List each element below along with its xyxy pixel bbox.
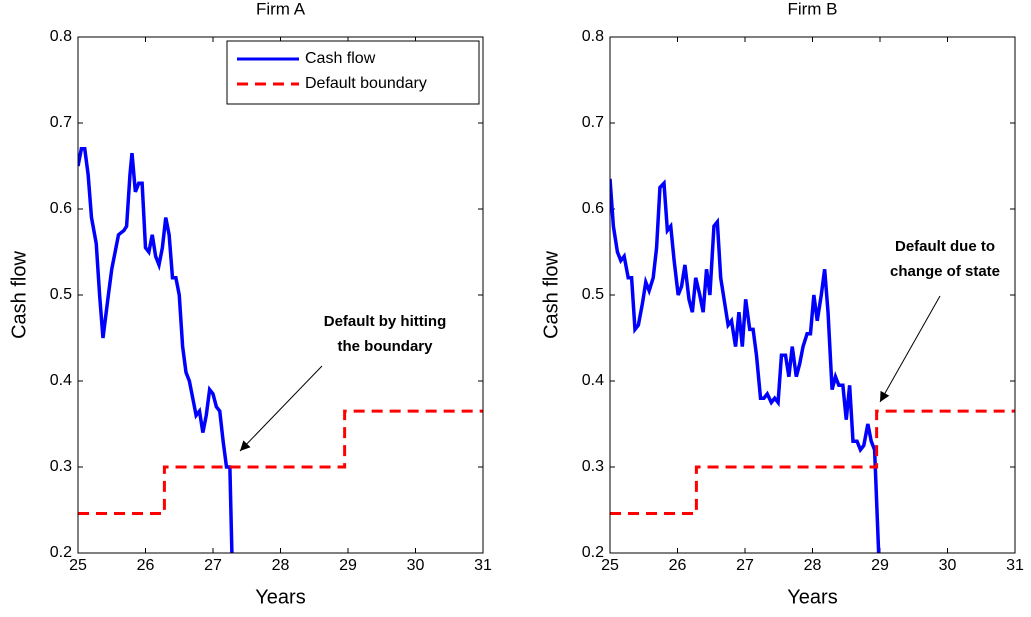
x-tick-label: 26 [137, 557, 155, 574]
x-tick-label: 31 [1006, 557, 1024, 574]
y-axis-label: Cash flow [8, 251, 30, 339]
x-tick-label: 25 [601, 557, 619, 574]
x-tick-label: 30 [407, 557, 425, 574]
y-tick-label: 0.4 [582, 372, 604, 389]
x-tick-label: 31 [474, 557, 492, 574]
annotation: the boundary [337, 338, 433, 355]
series-line [78, 147, 234, 553]
x-axis-label: Years [787, 586, 837, 608]
y-tick-label: 0.6 [50, 200, 72, 217]
x-tick-label: 25 [69, 557, 87, 574]
y-tick-label: 0.5 [582, 286, 604, 303]
x-tick-label: 28 [804, 557, 822, 574]
x-tick-label: 29 [871, 557, 889, 574]
annotation: Default by hitting [324, 313, 447, 330]
x-tick-label: 28 [272, 557, 290, 574]
y-tick-label: 0.4 [50, 372, 72, 389]
axes-frame [77, 36, 484, 554]
legend-box [226, 40, 480, 105]
x-tick-label: 26 [669, 557, 687, 574]
y-tick-label: 0.2 [582, 544, 604, 561]
chart-title: Firm A [256, 0, 306, 18]
y-tick-label: 0.8 [50, 28, 72, 45]
y-axis-label: Cash flow [540, 251, 562, 339]
y-tick-label: 0.7 [50, 114, 72, 131]
y-tick-label: 0.8 [582, 28, 604, 45]
chart-title: Firm B [787, 0, 837, 18]
x-tick-label: 30 [939, 557, 957, 574]
y-tick-label: 0.6 [582, 200, 604, 217]
x-axis-label: Years [255, 586, 305, 608]
y-tick-label: 0.3 [582, 458, 604, 475]
annotation: Default due to [895, 238, 995, 255]
y-tick-label: 0.5 [50, 286, 72, 303]
series-line [610, 409, 1015, 515]
series-line [78, 409, 483, 515]
x-tick-label: 27 [204, 557, 222, 574]
legend-label: Default boundary [305, 75, 427, 92]
y-tick-label: 0.2 [50, 544, 72, 561]
annotation-arrow [879, 295, 941, 403]
annotation: change of state [890, 263, 1000, 280]
x-tick-label: 27 [736, 557, 754, 574]
y-tick-label: 0.3 [50, 458, 72, 475]
legend-label: Cash flow [305, 50, 376, 67]
axes-frame [609, 36, 1016, 554]
annotation-arrow [239, 365, 323, 452]
x-tick-label: 29 [339, 557, 357, 574]
series-line [610, 178, 881, 553]
y-tick-label: 0.7 [582, 114, 604, 131]
